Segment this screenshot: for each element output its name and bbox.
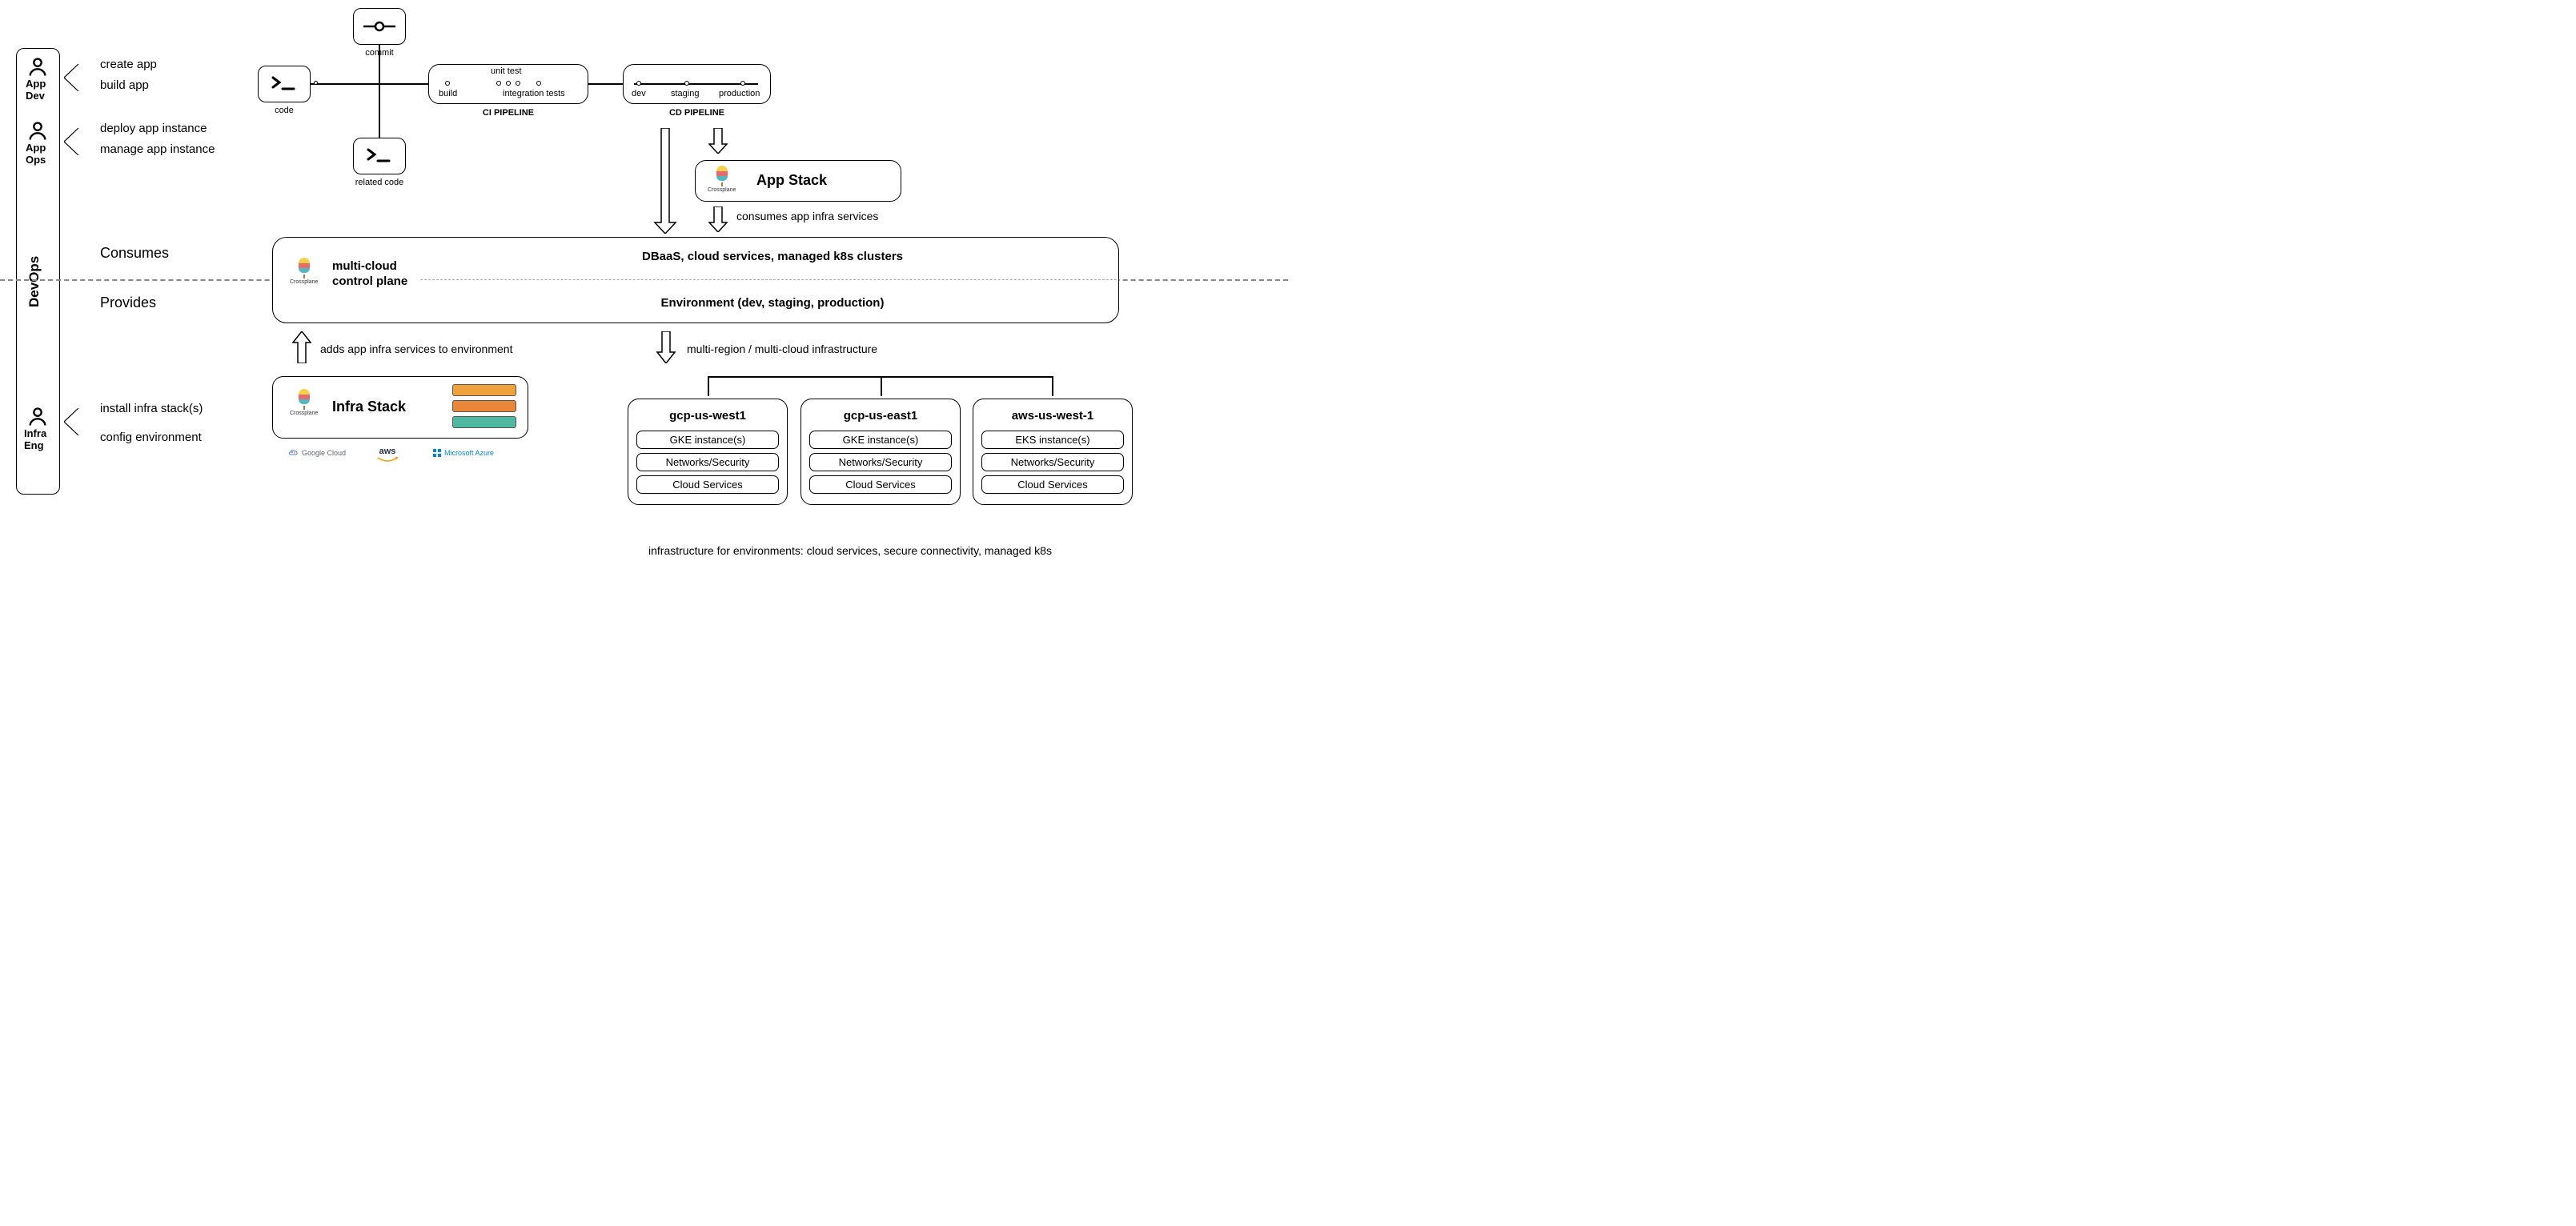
crossplane-icon: Crossplane [290,258,318,285]
crossplane-icon: Crossplane [708,166,736,193]
region-row: Cloud Services [636,475,779,494]
region-title: gcp-us-east1 [809,409,952,423]
app-ops-task: deploy app instance [100,122,207,135]
region-row: Networks/Security [809,453,952,471]
bracket-icon [64,400,100,444]
stack-color-bar [452,416,516,428]
pipeline-dot [506,81,511,86]
infra-eng-task: config environment [100,431,202,444]
bracket-icon [64,120,100,164]
control-plane-bottom-text: Environment (dev, staging, production) [428,296,1117,310]
devops-label: DevOps [26,256,42,307]
google-cloud-logo: Google Cloud [288,448,346,458]
crossplane-architecture-diagram: App Dev create app build app App Ops dep… [0,0,1288,613]
pipeline-line [634,83,758,85]
region-box: gcp-us-east1 GKE instance(s) Networks/Se… [800,399,961,505]
pipeline-dot [496,81,501,86]
arrow-down-icon [708,206,728,232]
related-code-box [353,138,406,174]
infra-adds-label: adds app infra services to environment [320,343,512,355]
region-row: Cloud Services [981,475,1124,494]
person-icon [26,406,49,428]
stack-color-bar [452,400,516,412]
person-icon [26,56,49,78]
pipeline-dot [445,81,450,86]
cd-step: production [719,89,760,98]
control-plane-divider [420,279,1117,280]
pipeline-line [379,45,380,83]
app-ops-label: App Ops [26,142,46,166]
bracket-icon [64,56,100,100]
cd-pipeline-title: CD PIPELINE [623,108,771,118]
control-plane-top-text: DBaaS, cloud services, managed k8s clust… [428,250,1117,263]
pipeline-dot [516,81,520,86]
cd-step: dev [632,89,646,98]
region-row: GKE instance(s) [809,431,952,449]
region-row: EKS instance(s) [981,431,1124,449]
region-title: gcp-us-west1 [636,409,779,423]
pipeline-dot [740,81,745,86]
infra-connector [881,376,882,396]
app-dev-task: create app [100,58,157,71]
pipeline-line [379,83,380,138]
infrastructure-footer: infrastructure for environments: cloud s… [648,544,1052,557]
region-title: aws-us-west-1 [981,409,1124,423]
code-box [258,66,311,102]
app-ops-task: manage app instance [100,142,215,156]
arrow-up-icon [292,331,311,363]
azure-logo: Microsoft Azure [432,448,494,458]
region-row: Networks/Security [981,453,1124,471]
infra-stack-title: Infra Stack [332,399,406,415]
infra-eng-task: install infra stack(s) [100,402,203,415]
ci-step: integration tests [503,89,565,98]
infra-connector [1052,376,1053,396]
ci-pipeline-title: CI PIPELINE [428,108,588,118]
app-dev-task: build app [100,78,149,92]
ci-step: unit test [491,66,522,76]
control-plane-title: multi-cloud control plane [332,259,407,290]
arrow-down-icon [656,331,676,363]
pipeline-dot [536,81,541,86]
app-stack-consumes-label: consumes app infra services [736,210,878,222]
arrow-down-icon [708,128,728,154]
region-box: aws-us-west-1 EKS instance(s) Networks/S… [973,399,1133,505]
arrow-down-icon [653,128,677,234]
stack-color-bar [452,384,516,396]
infra-eng-label: Infra Eng [24,428,46,452]
consumes-label: Consumes [100,245,169,262]
multi-region-label: multi-region / multi-cloud infrastructur… [687,343,877,355]
pipeline-dot [314,81,318,85]
aws-logo: aws [376,447,399,463]
app-stack-title: App Stack [756,172,827,189]
region-row: Networks/Security [636,453,779,471]
pipeline-dot [636,81,641,86]
region-box: gcp-us-west1 GKE instance(s) Networks/Se… [628,399,788,505]
app-dev-label: App Dev [26,78,46,102]
person-icon [26,120,49,142]
code-label: code [258,106,311,115]
region-row: Cloud Services [809,475,952,494]
ci-step: build [439,89,457,98]
infra-connector [708,376,709,396]
provides-label: Provides [100,294,156,311]
pipeline-dot [684,81,689,86]
commit-box [353,8,406,45]
crossplane-icon: Crossplane [290,389,318,416]
related-code-label: related code [343,178,416,187]
region-row: GKE instance(s) [636,431,779,449]
cd-step: staging [671,89,699,98]
